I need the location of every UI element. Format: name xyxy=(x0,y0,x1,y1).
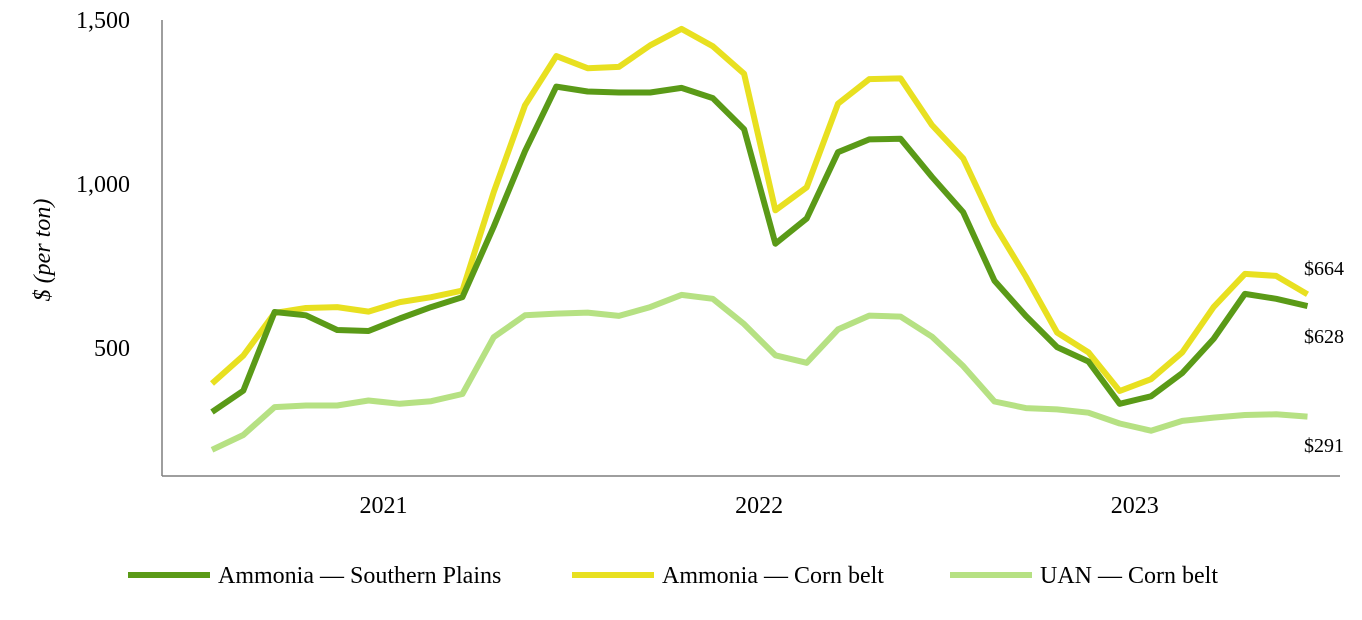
end-label-series-2: $664 xyxy=(1304,258,1344,280)
y-axis-label: $ (per ton) xyxy=(30,199,56,302)
legend-label-3: UAN — Corn belt xyxy=(1040,563,1218,589)
y-tick-labels: 500 1,000 1,500 xyxy=(76,8,130,362)
x-tick-label: 2022 xyxy=(735,493,783,519)
end-value-labels: $291 $628 $664 xyxy=(1304,258,1344,457)
y-tick-label: 1,500 xyxy=(76,8,130,34)
y-tick-label: 500 xyxy=(94,336,130,362)
y-tick-label: 1,000 xyxy=(76,172,130,198)
legend: Ammonia — Southern Plains Ammonia — Corn … xyxy=(128,563,1218,589)
x-tick-label: 2023 xyxy=(1111,493,1159,519)
series-lines xyxy=(210,25,1310,453)
end-label-series-1: $628 xyxy=(1304,326,1344,348)
x-tick-labels: 2021 2022 2023 xyxy=(360,493,1159,519)
series-line-1 xyxy=(210,83,1309,415)
axes xyxy=(161,20,1340,477)
legend-label-2: Ammonia — Corn belt xyxy=(662,563,884,589)
series-line-2 xyxy=(210,25,1310,394)
series-line-3 xyxy=(210,291,1308,453)
legend-label-1: Ammonia — Southern Plains xyxy=(218,563,501,589)
x-tick-label: 2021 xyxy=(360,493,408,519)
end-label-series-3: $291 xyxy=(1304,435,1344,457)
